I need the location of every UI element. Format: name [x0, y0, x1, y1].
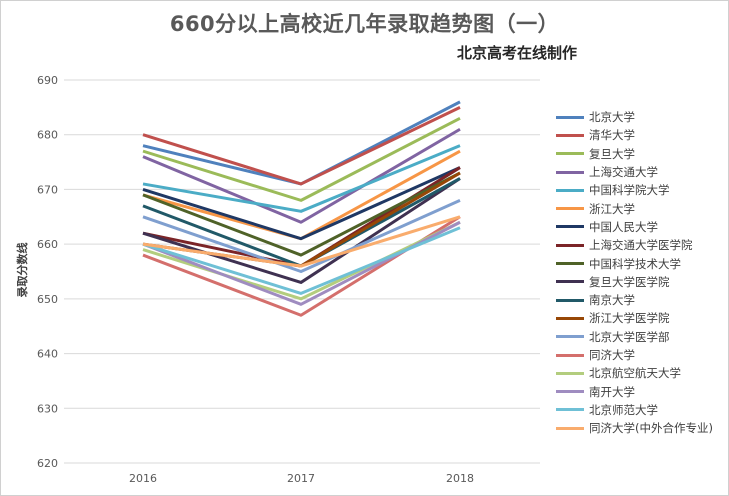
- legend-label: 中国科学技术大学: [589, 256, 681, 271]
- legend-label: 浙江大学医学院: [589, 311, 670, 326]
- legend-swatch: [556, 390, 584, 394]
- x-tick-label: 2018: [446, 472, 474, 485]
- series-line: [142, 127, 461, 224]
- series-lines: [142, 100, 461, 317]
- series-line: [142, 215, 461, 268]
- legend-item: 浙江大学: [556, 199, 728, 217]
- y-tick-label: 650: [37, 293, 58, 306]
- legend-item: 北京大学: [556, 108, 728, 126]
- legend-item: 中国人民大学: [556, 218, 728, 236]
- legend-label: 复旦大学医学院: [589, 274, 670, 289]
- legend-label: 同济大学: [589, 348, 635, 362]
- legend-swatch: [556, 170, 584, 174]
- legend-label: 北京大学: [589, 110, 635, 125]
- legend-label: 浙江大学: [589, 201, 635, 216]
- legend-label: 上海交通大学医学院: [589, 238, 693, 253]
- legend-label: 南京大学: [589, 293, 635, 308]
- legend-swatch: [556, 225, 584, 229]
- y-axis-label: 录取分数线: [15, 243, 29, 298]
- series-line: [142, 220, 461, 301]
- legend-item: 上海交通大学: [556, 163, 728, 181]
- legend-item: 北京大学医学部: [556, 328, 728, 346]
- legend-item: 同济大学(中外合作专业): [556, 419, 728, 437]
- legend-item: 中国科学技术大学: [556, 254, 728, 272]
- legend-item: 清华大学: [556, 126, 728, 144]
- legend-item: 浙江大学医学院: [556, 309, 728, 327]
- x-tick-label: 2017: [287, 472, 315, 485]
- series-line: [142, 177, 461, 284]
- series-line: [142, 116, 461, 202]
- series-line: [142, 144, 461, 213]
- x-tick-label: 2016: [129, 472, 157, 485]
- legend-swatch: [556, 298, 584, 302]
- legend-swatch: [556, 152, 584, 156]
- legend-label: 中国人民大学: [589, 219, 658, 234]
- legend-item: 同济大学: [556, 346, 728, 364]
- legend-swatch: [556, 262, 584, 266]
- legend-swatch: [556, 280, 584, 284]
- y-tick-label: 640: [37, 348, 58, 361]
- legend-swatch: [556, 243, 584, 247]
- legend-item: 上海交通大学医学院: [556, 236, 728, 254]
- legend-swatch: [556, 188, 584, 192]
- legend-swatch: [556, 408, 584, 412]
- legend-swatch: [556, 115, 584, 119]
- legend-label: 北京航空航天大学: [589, 366, 681, 381]
- y-axis-ticks: 620 630 640 650 660 670 680 690: [37, 74, 58, 470]
- y-tick-label: 620: [37, 457, 58, 470]
- series-line: [142, 166, 461, 241]
- y-tick-label: 680: [37, 129, 58, 142]
- y-tick-label: 660: [37, 238, 58, 251]
- legend-item: 北京师范大学: [556, 401, 728, 419]
- series-line: [142, 106, 461, 186]
- legend-label: 南开大学: [589, 384, 635, 399]
- chart-title: 660分以上高校近几年录取趋势图（一）: [169, 12, 560, 36]
- x-axis-ticks: 2016 2017 2018: [129, 472, 474, 485]
- legend-item: 中国科学院大学: [556, 181, 728, 199]
- series-line: [142, 226, 461, 295]
- legend-label: 复旦大学: [589, 146, 635, 161]
- legend-swatch: [556, 335, 584, 339]
- legend-swatch: [556, 426, 584, 430]
- series-line: [142, 171, 461, 257]
- legend-swatch: [556, 207, 584, 211]
- legend-swatch: [556, 353, 584, 357]
- legend-label: 上海交通大学: [589, 165, 658, 180]
- series-line: [142, 199, 461, 273]
- legend-item: 复旦大学: [556, 145, 728, 163]
- y-tick-label: 670: [37, 183, 58, 196]
- legend-label: 北京大学医学部: [589, 329, 670, 344]
- chart-subtitle: 北京高考在线制作: [456, 44, 577, 62]
- legend-label: 清华大学: [589, 128, 635, 143]
- legend-item: 南开大学: [556, 382, 728, 400]
- y-tick-label: 690: [37, 74, 58, 87]
- legend-item: 北京航空航天大学: [556, 364, 728, 382]
- legend-swatch: [556, 316, 584, 320]
- y-tick-label: 630: [37, 402, 58, 415]
- legend-swatch: [556, 133, 584, 137]
- legend-label: 中国科学院大学: [589, 183, 670, 198]
- legend-label: 同济大学(中外合作专业): [589, 421, 713, 436]
- legend-item: 南京大学: [556, 291, 728, 309]
- chart-legend: 北京大学清华大学复旦大学上海交通大学 中国科学院大学 浙江大学中国人民大学上海交通大…: [556, 108, 728, 437]
- legend-item: 复旦大学医学院: [556, 273, 728, 291]
- legend-swatch: [556, 371, 584, 375]
- legend-label: 北京师范大学: [589, 402, 658, 417]
